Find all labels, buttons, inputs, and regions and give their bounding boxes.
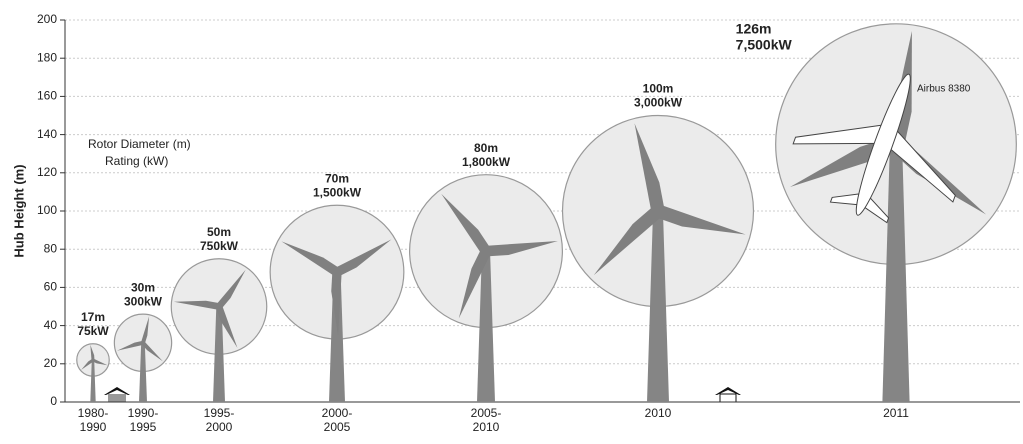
blade xyxy=(331,272,342,336)
tower xyxy=(139,342,147,402)
rating-label: 75kW xyxy=(77,324,109,338)
blades xyxy=(116,316,163,362)
blade xyxy=(656,204,746,235)
plane-body xyxy=(855,73,911,216)
diameter-label: 30m xyxy=(131,280,155,294)
x-tick-label: 2000-2005 xyxy=(322,406,353,434)
diameter-label: 100m xyxy=(643,82,674,96)
blade xyxy=(173,300,220,310)
blade xyxy=(485,241,558,257)
y-axis-label: Hub Height (m) xyxy=(11,164,26,257)
x-tick-label: 1980-1990 xyxy=(78,406,109,434)
legend-rating: Rating (kW) xyxy=(105,154,168,168)
y-tick-label: 180 xyxy=(37,50,57,64)
diameter-label: 70m xyxy=(325,171,349,185)
rating-label: 1,500kW xyxy=(313,185,362,199)
legend-diameter: Rotor Diameter (m) xyxy=(88,137,191,151)
blade xyxy=(141,341,163,362)
y-tick-label: 60 xyxy=(44,280,58,294)
blade xyxy=(116,340,144,351)
tower xyxy=(213,306,225,402)
blades xyxy=(593,123,746,276)
blade xyxy=(215,305,238,348)
blade xyxy=(90,344,95,361)
tower xyxy=(329,272,345,402)
y-tick-label: 200 xyxy=(37,12,57,26)
annotation: Airbus 8380 xyxy=(917,84,971,95)
y-tick-label: 160 xyxy=(37,89,57,103)
rating-label: 750kW xyxy=(200,239,239,253)
blade xyxy=(216,269,246,309)
rating-label: 7,500kW xyxy=(736,37,793,53)
blade xyxy=(441,193,491,255)
blades xyxy=(81,344,108,370)
house-icon xyxy=(104,387,130,402)
y-tick-label: 140 xyxy=(37,127,57,141)
diameter-label: 126m xyxy=(736,21,772,37)
blades xyxy=(173,269,246,348)
blades xyxy=(441,193,558,319)
house-icon xyxy=(715,387,741,403)
airplane xyxy=(792,73,956,224)
diameter-label: 50m xyxy=(207,225,231,239)
blade xyxy=(458,249,491,319)
x-tick-label: 1990-1995 xyxy=(128,406,159,434)
tower xyxy=(477,251,495,402)
x-tick-label: 2010 xyxy=(645,406,672,420)
blade xyxy=(593,206,663,276)
y-tick-label: 120 xyxy=(37,165,57,179)
y-tick-label: 100 xyxy=(37,203,57,217)
x-tick-label: 2005-2010 xyxy=(471,406,502,434)
rating-label: 3,000kW xyxy=(634,96,683,110)
y-tick-label: 40 xyxy=(44,318,58,332)
rating-label: 300kW xyxy=(124,294,163,308)
blade xyxy=(81,358,94,370)
y-tick-label: 0 xyxy=(50,394,57,408)
rating-label: 1,800kW xyxy=(462,155,511,169)
blade xyxy=(92,358,108,366)
diameter-label: 17m xyxy=(81,310,105,324)
blade xyxy=(634,123,665,213)
blade xyxy=(334,239,392,277)
tower xyxy=(647,211,669,402)
blade xyxy=(141,316,150,344)
tower xyxy=(90,359,96,402)
tower xyxy=(882,144,910,402)
diameter-label: 80m xyxy=(474,141,498,155)
y-tick-label: 80 xyxy=(44,241,58,255)
x-tick-label: 1995-2000 xyxy=(204,406,235,434)
y-tick-label: 20 xyxy=(44,356,58,370)
x-tick-label: 2011 xyxy=(883,406,909,420)
blade xyxy=(281,241,340,277)
blades xyxy=(281,239,392,336)
